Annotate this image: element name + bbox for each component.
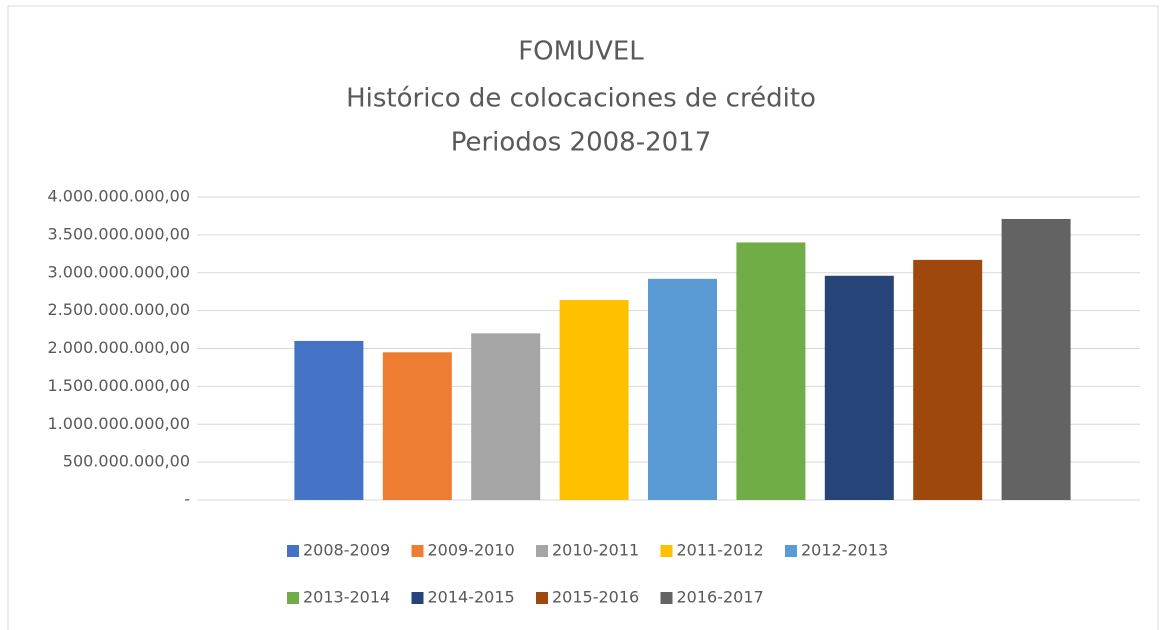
legend-label: 2009-2010	[428, 541, 515, 560]
legend-swatch	[287, 545, 299, 557]
legend-swatch	[536, 592, 548, 604]
legend-swatch	[411, 592, 424, 604]
bar	[736, 242, 806, 500]
y-tick-label: 3.000.000.000,00	[48, 262, 191, 281]
bar	[471, 333, 541, 500]
legend-label: 2008-2009	[303, 541, 390, 560]
legend-swatch	[536, 545, 548, 557]
legend-label: 2014-2015	[428, 588, 515, 607]
legend-swatch	[785, 545, 797, 557]
legend-label: 2015-2016	[552, 588, 639, 607]
legend-label: 2012-2013	[801, 541, 888, 560]
legend-swatch	[411, 545, 424, 557]
y-tick-label: 4.000.000.000,00	[48, 187, 191, 206]
y-tick-label: 1.000.000.000,00	[48, 414, 191, 433]
bar	[648, 278, 717, 500]
y-tick-label: 500.000.000,00	[63, 452, 190, 471]
chart-subtitle: Periodos 2008-2017	[451, 128, 712, 158]
legend-label: 2010-2011	[552, 541, 639, 560]
legend-label: 2016-2017	[677, 588, 764, 607]
chart-subtitle: Histórico de colocaciones de crédito	[346, 84, 816, 114]
y-tick-label: 2.000.000.000,00	[48, 338, 191, 357]
legend-label: 2013-2014	[303, 588, 390, 607]
legend-swatch	[660, 545, 673, 557]
y-tick-label: 3.500.000.000,00	[48, 224, 191, 243]
legend-swatch	[287, 592, 299, 604]
y-tick-label: -	[184, 490, 190, 509]
legend-swatch	[660, 592, 673, 604]
y-tick-label: 1.500.000.000,00	[48, 376, 191, 395]
y-tick-label: 2.500.000.000,00	[48, 300, 191, 319]
bar	[913, 259, 983, 500]
legend-label: 2011-2012	[677, 541, 764, 560]
chart-title: FOMUVEL	[518, 37, 644, 67]
bar	[1001, 218, 1071, 500]
bar	[824, 275, 894, 500]
bar	[382, 352, 452, 500]
bar	[294, 340, 364, 500]
bar	[559, 300, 629, 500]
